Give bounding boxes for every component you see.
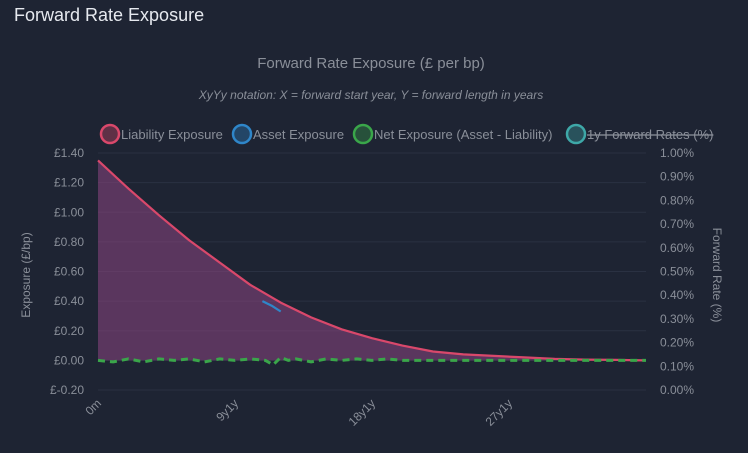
y2-tick-label: 1.00%: [660, 146, 694, 160]
x-tick-label: 0m: [82, 396, 104, 418]
y-axis-label: Exposure (£/bp): [19, 232, 33, 317]
chart-legend: Liability Exposure Asset Exposure Net Expo…: [99, 123, 713, 145]
y2-tick-label: 0.20%: [660, 336, 694, 350]
chart-title: Forward Rate Exposure (£ per bp): [257, 55, 485, 72]
legend-marker[interactable]: [352, 123, 374, 145]
legend-label[interactable]: 1y Forward Rates (%): [587, 127, 713, 142]
y2-tick-label: 0.00%: [660, 383, 694, 397]
x-axis-ticks: 0m 9y1y 18y1y 27y1y: [82, 396, 515, 429]
y-tick-label: £0.80: [54, 235, 84, 249]
legend-marker[interactable]: [565, 123, 587, 145]
x-tick-label: 18y1y: [346, 396, 379, 429]
y-tick-label: £-0.20: [50, 383, 84, 397]
series-line: [97, 159, 647, 362]
y2-axis-label: Forward Rate (%): [710, 228, 724, 323]
panel-title: Forward Rate Exposure: [14, 5, 205, 25]
x-tick-label: 9y1y: [213, 396, 241, 424]
y-tick-label: £0.00: [54, 353, 84, 367]
legend-label[interactable]: Asset Exposure: [253, 127, 344, 142]
y2-tick-label: 0.40%: [660, 288, 694, 302]
y2-tick-label: 0.90%: [660, 170, 694, 184]
y2-tick-label: 0.10%: [660, 359, 694, 373]
legend-label[interactable]: Liability Exposure: [121, 127, 223, 142]
chart-plot-area: [97, 159, 647, 367]
y-axis-ticks: £1.40 £1.20 £1.00 £0.80 £0.60 £0.40 £0.20 £0.00…: [50, 146, 84, 397]
y2-axis-ticks: 1.00% 0.90% 0.80% 0.70% 0.60% 0.50% 0.40% 0.30%…: [660, 146, 694, 397]
chart-grid: [98, 152, 646, 391]
y-tick-label: £1.40: [54, 146, 84, 160]
liability-area: [98, 160, 646, 361]
series-line: [97, 355, 646, 367]
y-tick-label: £1.20: [54, 176, 84, 190]
y2-tick-label: 0.80%: [660, 193, 694, 207]
y-tick-label: £1.00: [54, 205, 84, 219]
y2-tick-label: 0.30%: [660, 312, 694, 326]
y2-tick-label: 0.60%: [660, 241, 694, 255]
series-line: [261, 300, 282, 313]
y2-tick-label: 0.50%: [660, 265, 694, 279]
chart-subtitle: XyYy notation: X = forward start year, Y…: [198, 88, 543, 102]
y2-tick-label: 0.70%: [660, 217, 694, 231]
legend-label[interactable]: Net Exposure (Asset - Liability): [374, 127, 552, 142]
legend-marker[interactable]: [99, 123, 121, 145]
y-tick-label: £0.60: [54, 265, 84, 279]
y-tick-label: £0.40: [54, 294, 84, 308]
y-tick-label: £0.20: [54, 324, 84, 338]
legend-marker[interactable]: [231, 123, 253, 145]
x-tick-label: 27y1y: [483, 396, 516, 429]
